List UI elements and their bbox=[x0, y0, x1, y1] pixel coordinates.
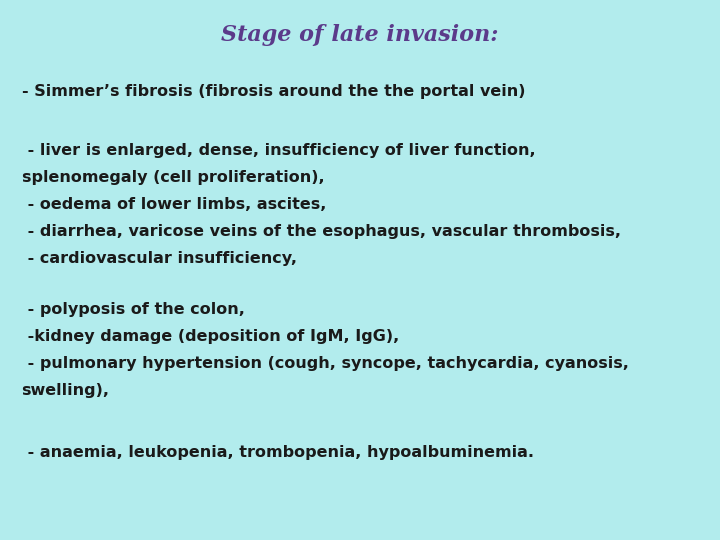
Text: - liver is enlarged, dense, insufficiency of liver function,: - liver is enlarged, dense, insufficienc… bbox=[22, 143, 535, 158]
Text: splenomegaly (cell proliferation),: splenomegaly (cell proliferation), bbox=[22, 170, 324, 185]
Text: - oedema of lower limbs, ascites,: - oedema of lower limbs, ascites, bbox=[22, 197, 326, 212]
Text: - polyposis of the colon,: - polyposis of the colon, bbox=[22, 302, 245, 318]
Text: - diarrhea, varicose veins of the esophagus, vascular thrombosis,: - diarrhea, varicose veins of the esopha… bbox=[22, 224, 621, 239]
Text: -kidney damage (deposition of IgM, IgG),: -kidney damage (deposition of IgM, IgG), bbox=[22, 329, 399, 345]
Text: - cardiovascular insufficiency,: - cardiovascular insufficiency, bbox=[22, 251, 297, 266]
Text: - Simmer’s fibrosis (fibrosis around the the portal vein): - Simmer’s fibrosis (fibrosis around the… bbox=[22, 84, 525, 99]
Text: swelling),: swelling), bbox=[22, 383, 109, 399]
Text: Stage of late invasion:: Stage of late invasion: bbox=[221, 24, 499, 46]
Text: - pulmonary hypertension (cough, syncope, tachycardia, cyanosis,: - pulmonary hypertension (cough, syncope… bbox=[22, 356, 629, 372]
Text: - anaemia, leukopenia, trombopenia, hypoalbuminemia.: - anaemia, leukopenia, trombopenia, hypo… bbox=[22, 446, 534, 461]
